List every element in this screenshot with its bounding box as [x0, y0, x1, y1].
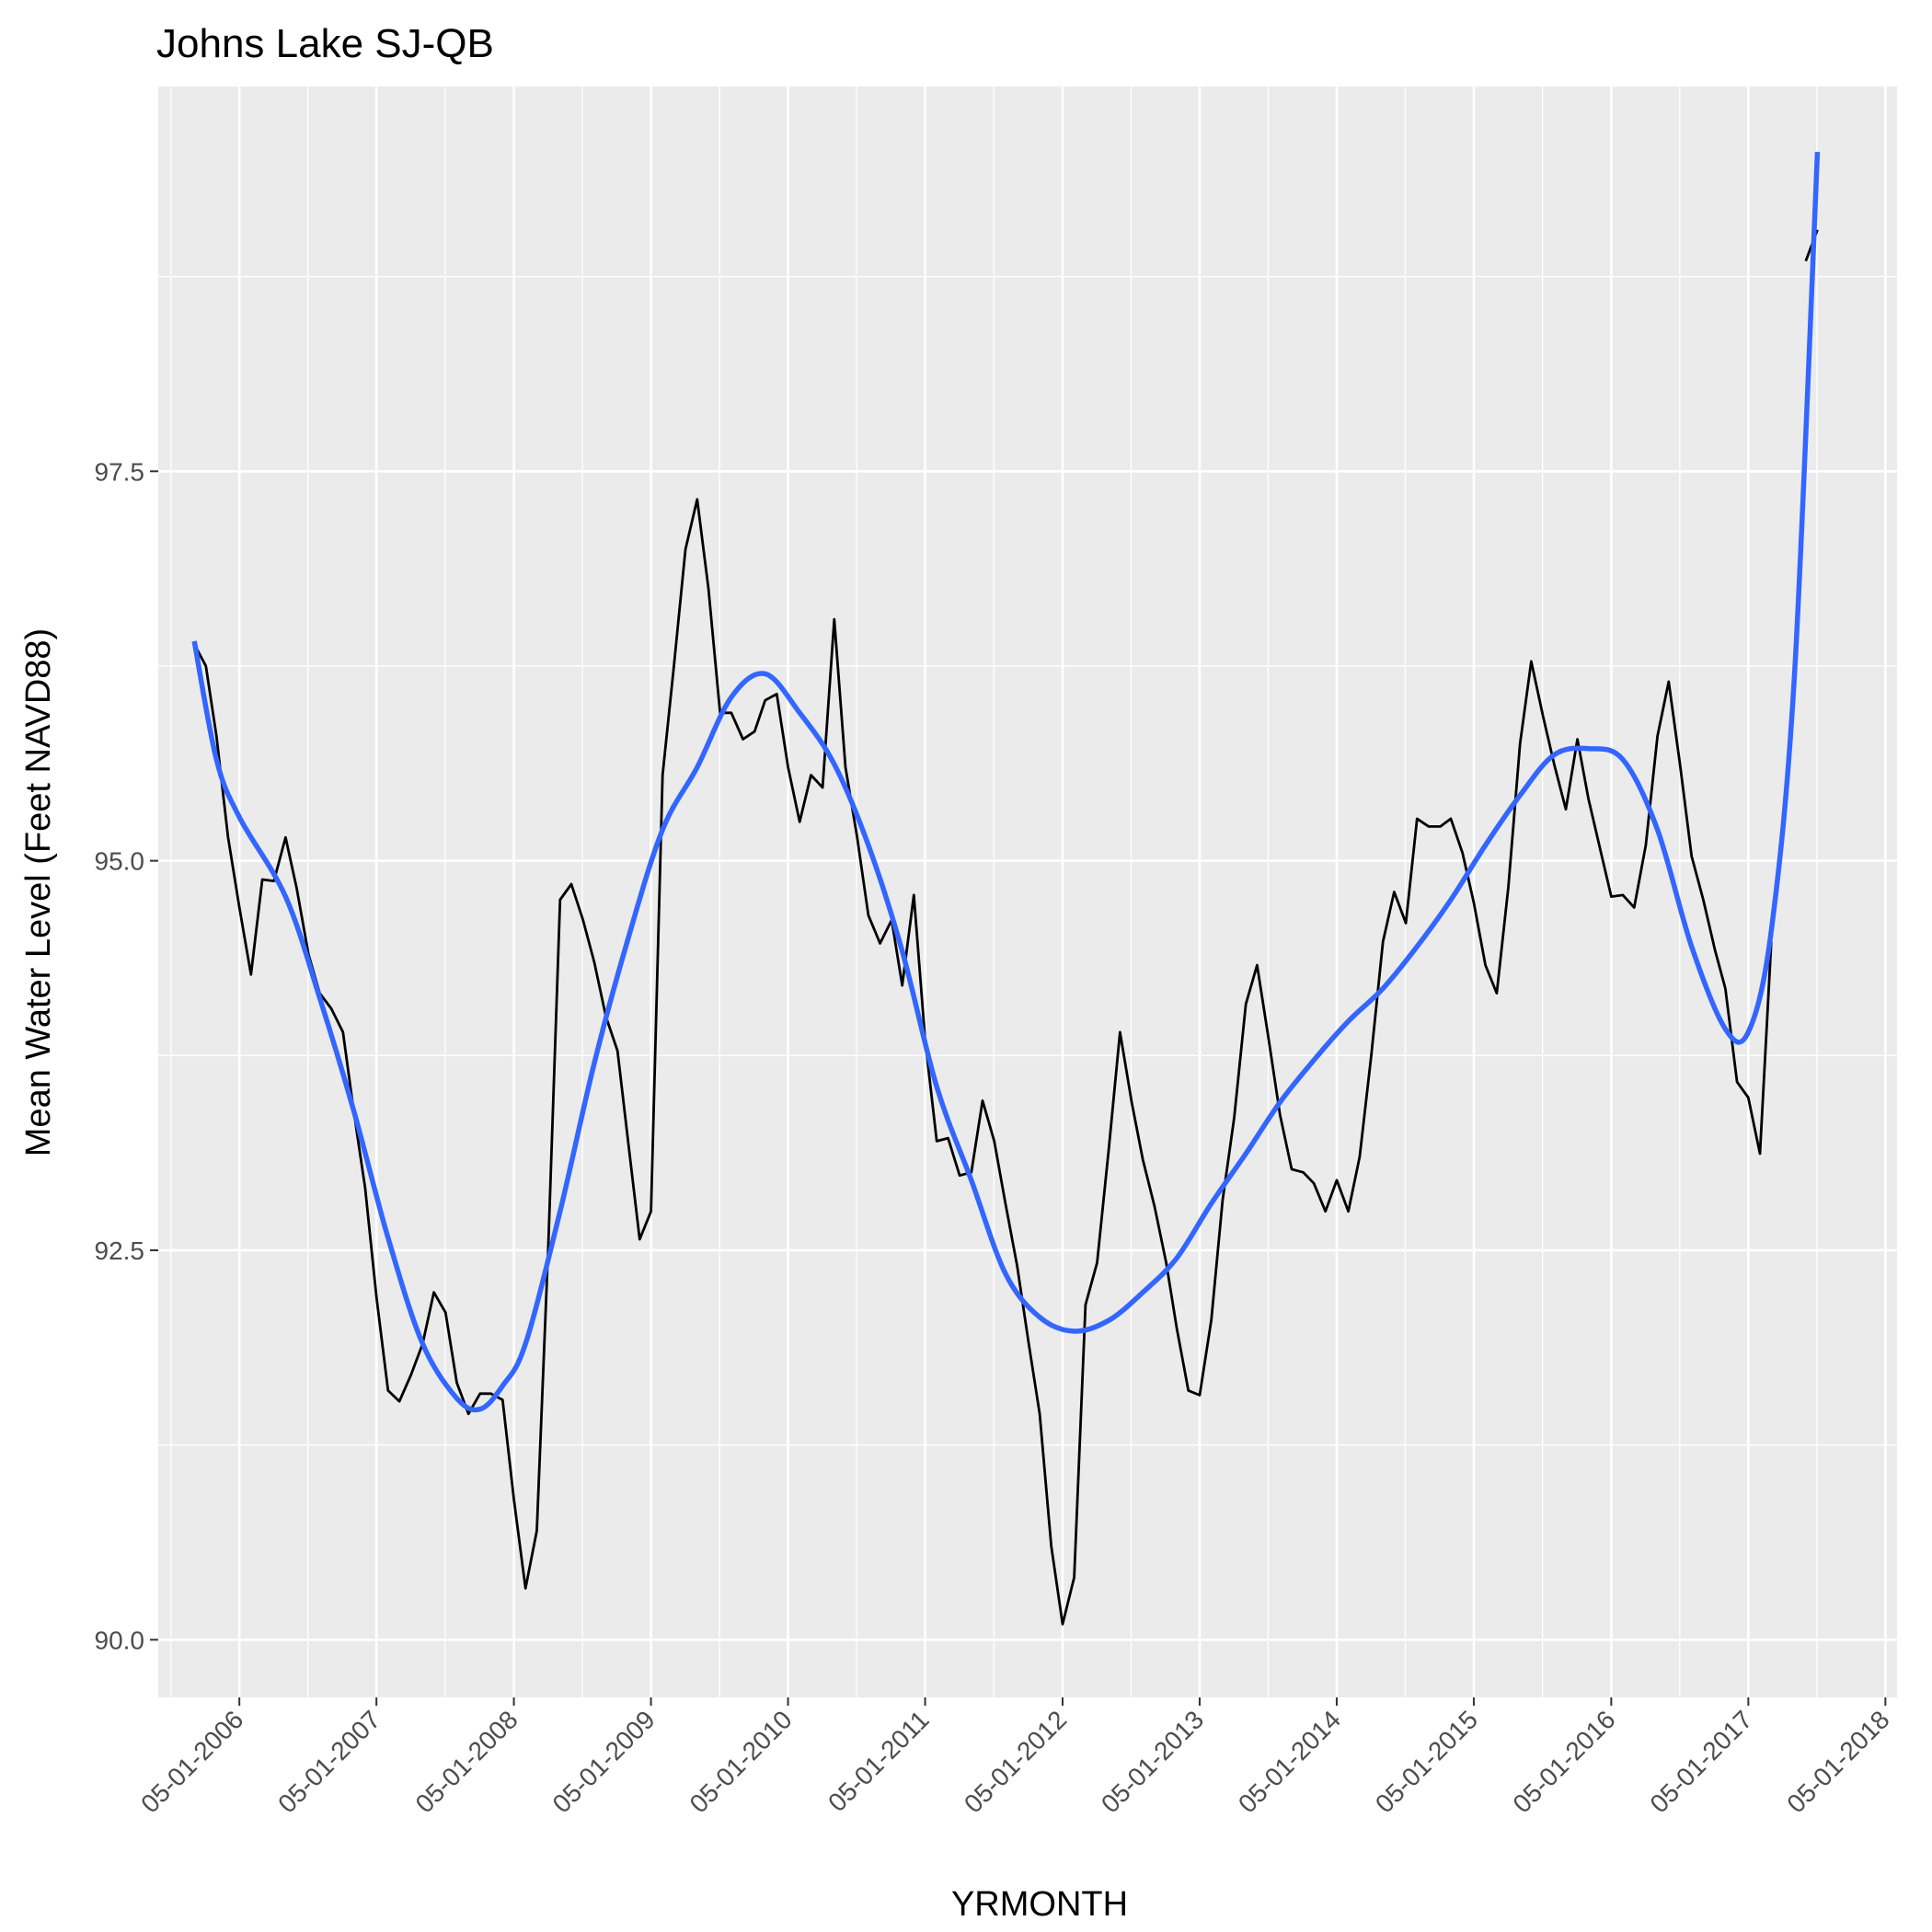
x-tick-label: 05-01-2007	[272, 1705, 385, 1818]
grid-minor	[158, 86, 1897, 1697]
y-tick-label: 97.5	[95, 457, 145, 486]
grid-major	[158, 86, 1897, 1697]
chart-title: Johns Lake SJ-QB	[156, 21, 494, 66]
y-axis: 90.0 92.5 95.0 97.5	[95, 457, 158, 1654]
y-tick-label: 95.0	[95, 847, 145, 876]
x-axis-title: YRMONTH	[951, 1885, 1128, 1924]
smooth-trend-line	[191, 151, 1821, 1413]
x-tick-label: 05-01-2014	[1233, 1705, 1346, 1818]
x-tick-label: 05-01-2012	[959, 1705, 1072, 1818]
x-tick-label: 05-01-2018	[1781, 1705, 1894, 1818]
y-axis-title: Mean Water Level (Feet NAVD88)	[19, 628, 58, 1156]
x-tick-label: 05-01-2008	[410, 1705, 523, 1818]
y-tick-label: 90.0	[95, 1626, 145, 1654]
x-tick-label: 05-01-2009	[547, 1705, 661, 1818]
plot-panel	[158, 86, 1897, 1697]
series-smooth	[191, 151, 1821, 1413]
x-tick-label: 05-01-2016	[1507, 1705, 1620, 1818]
x-tick-label: 05-01-2006	[135, 1705, 248, 1818]
x-tick-label: 05-01-2017	[1644, 1705, 1757, 1818]
observed-line	[192, 498, 1773, 1626]
x-axis: 05-01-2006 05-01-2007 05-01-2008 05-01-2009…	[135, 1697, 1895, 1819]
x-tick-label: 05-01-2010	[684, 1705, 798, 1818]
x-tick-label: 05-01-2011	[822, 1705, 935, 1817]
x-tick-label: 05-01-2013	[1096, 1705, 1209, 1818]
y-tick-label: 92.5	[95, 1236, 145, 1265]
x-tick-label: 05-01-2015	[1370, 1705, 1483, 1818]
